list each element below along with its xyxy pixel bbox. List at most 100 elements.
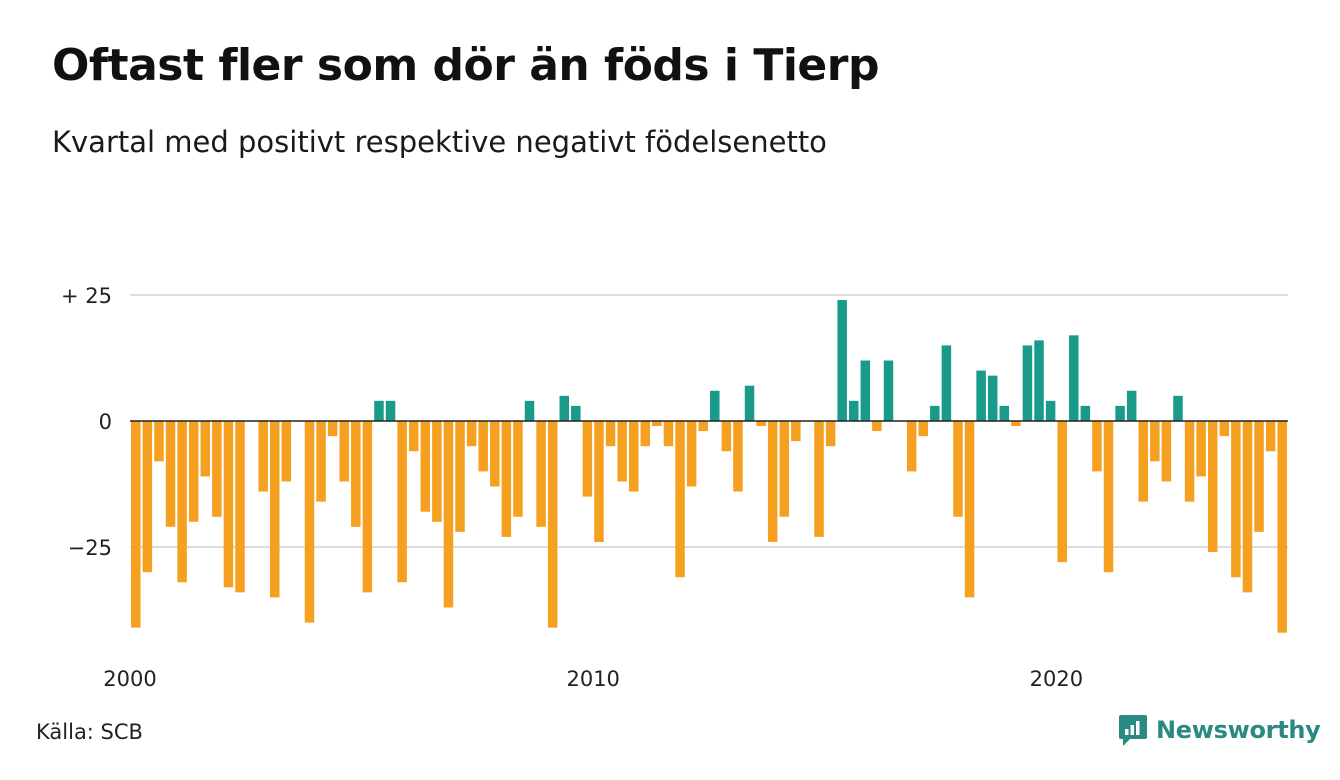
bar — [582, 421, 593, 497]
brand-logo[interactable]: Newsworthy — [1118, 712, 1321, 748]
bar — [930, 405, 940, 421]
bar — [327, 421, 338, 437]
bar — [860, 360, 871, 421]
chart-title: Oftast fler som dör än föds i Tierp — [52, 40, 879, 91]
bar — [235, 421, 245, 593]
bar — [628, 421, 639, 492]
bar — [1277, 421, 1287, 633]
bar — [432, 421, 442, 522]
bar — [976, 370, 986, 421]
bar — [1057, 421, 1067, 563]
bar — [744, 385, 755, 421]
bar — [339, 421, 349, 482]
bar — [177, 421, 187, 583]
y-tick-label: 0 — [99, 410, 112, 434]
bar — [571, 405, 581, 421]
bar — [953, 421, 963, 517]
bar — [1161, 421, 1172, 482]
brand-name: Newsworthy — [1156, 716, 1321, 744]
bar — [131, 421, 141, 628]
bar — [501, 421, 512, 537]
bar — [270, 421, 280, 598]
bar — [1196, 421, 1206, 477]
bar — [536, 421, 546, 527]
bar — [258, 421, 268, 492]
bar — [142, 421, 153, 573]
bar — [513, 421, 523, 517]
bar — [686, 421, 697, 487]
bar — [849, 400, 859, 421]
bar — [733, 421, 743, 492]
bar — [1011, 421, 1021, 427]
bar — [165, 421, 176, 527]
bar — [617, 421, 627, 482]
x-axis-labels: 2000 2010 2020 — [103, 667, 1083, 691]
bar — [814, 421, 824, 537]
x-tick-label: 2020 — [1030, 667, 1083, 691]
bar — [200, 421, 211, 477]
bar — [605, 421, 616, 447]
bar — [721, 421, 732, 452]
bar — [987, 375, 998, 421]
bar-chart: + 25 0 −25 2000 2010 2020 — [61, 284, 1288, 691]
bar — [443, 421, 454, 608]
bar — [825, 421, 836, 447]
bar — [756, 421, 766, 427]
bar — [779, 421, 790, 517]
y-axis-labels: + 25 0 −25 — [61, 284, 112, 560]
bar — [1115, 405, 1125, 421]
bars — [131, 300, 1287, 633]
bar — [524, 400, 535, 421]
bar — [1034, 340, 1044, 421]
bar — [385, 400, 396, 421]
bar — [675, 421, 685, 578]
bar — [1045, 400, 1056, 421]
bar — [710, 390, 720, 421]
bar — [547, 421, 558, 628]
bar — [941, 345, 952, 421]
newsworthy-logo-icon — [1119, 715, 1147, 746]
bar — [999, 405, 1010, 421]
x-tick-label: 2000 — [103, 667, 156, 691]
bar — [420, 421, 431, 512]
bar — [1103, 421, 1114, 573]
bar — [1080, 405, 1091, 421]
x-tick-label: 2010 — [566, 667, 619, 691]
bar — [1219, 421, 1230, 437]
bar — [559, 395, 569, 421]
bar — [652, 421, 662, 427]
bar — [362, 421, 373, 593]
bar — [455, 421, 465, 532]
bar — [1173, 395, 1183, 421]
bar — [374, 400, 384, 421]
bar — [1138, 421, 1148, 502]
bar — [1254, 421, 1264, 532]
bar — [872, 421, 882, 432]
bar — [791, 421, 801, 442]
y-tick-label: −25 — [68, 536, 112, 560]
bar — [1231, 421, 1241, 578]
bar — [837, 300, 847, 421]
bar — [1184, 421, 1195, 502]
bar — [767, 421, 778, 542]
bar — [397, 421, 407, 583]
source-note: Källa: SCB — [36, 720, 143, 744]
bar — [1207, 421, 1218, 553]
bar — [281, 421, 292, 482]
bar — [964, 421, 975, 598]
bar — [212, 421, 222, 517]
bar — [663, 421, 674, 447]
y-tick-label: + 25 — [61, 284, 112, 308]
bar — [223, 421, 234, 588]
bar — [883, 360, 894, 421]
bar — [466, 421, 477, 447]
bar — [478, 421, 488, 472]
bar — [594, 421, 604, 542]
bar — [698, 421, 708, 432]
bar — [640, 421, 651, 447]
chart-subtitle: Kvartal med positivt respektive negativt… — [52, 125, 827, 159]
bar — [490, 421, 500, 487]
bar — [918, 421, 928, 437]
bar — [316, 421, 326, 502]
bar — [188, 421, 199, 522]
